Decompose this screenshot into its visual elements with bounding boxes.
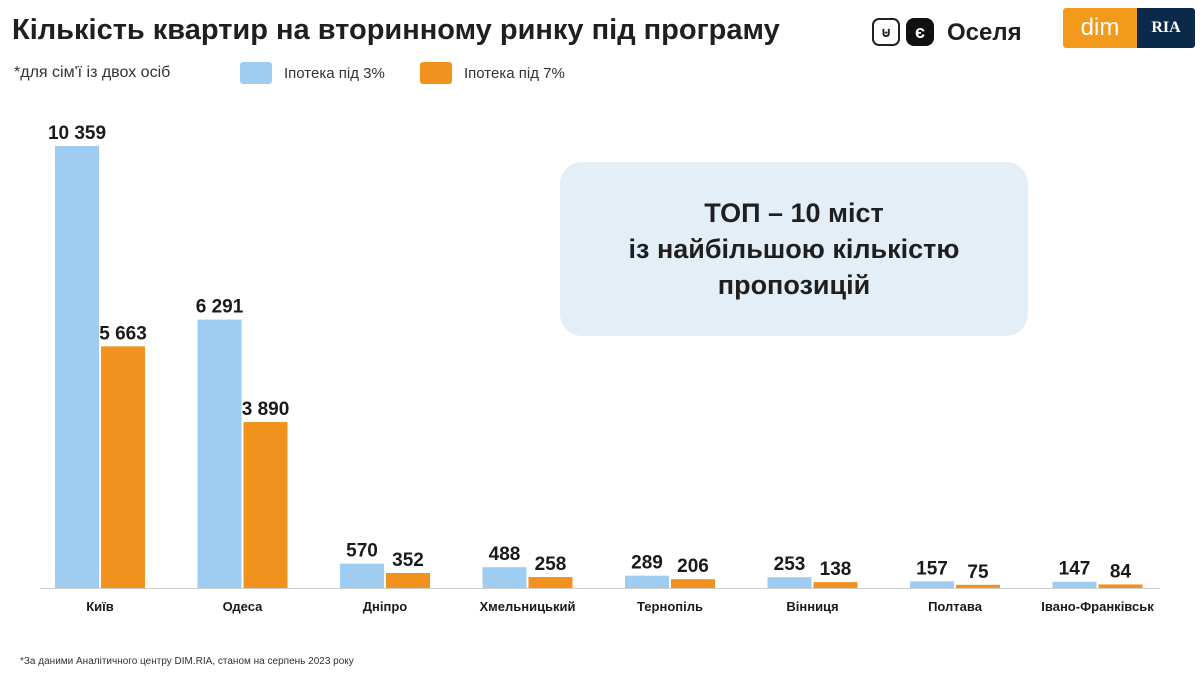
bar-7pct	[386, 572, 430, 588]
source-footnote: *За даними Аналітичного центру DIM.RIA, …	[20, 656, 354, 667]
data-label: 258	[535, 554, 567, 575]
data-label: 352	[392, 550, 424, 571]
category-label: Івано-Франківськ	[1041, 599, 1154, 614]
callout-line-3: пропозицій	[717, 270, 871, 300]
bar-7pct	[528, 576, 573, 588]
bar-3pct	[197, 319, 242, 588]
legend-item-7: Іпотека під 7%	[420, 62, 565, 84]
legend-swatch-7	[420, 62, 452, 84]
data-label: 253	[774, 554, 806, 575]
bar-3pct	[767, 577, 812, 588]
logo-dim-part: dim	[1063, 8, 1137, 48]
bar-3pct	[482, 567, 527, 588]
subtitle-note: *для сім'ї із двох осіб	[14, 64, 171, 81]
bar-3pct	[910, 581, 954, 588]
program-name: Оселя	[947, 19, 1022, 46]
bar-7pct	[243, 422, 288, 588]
category-label: Хмельницький	[479, 599, 575, 614]
category-label: Київ	[86, 599, 114, 614]
legend-swatch-3	[240, 62, 272, 84]
category-label: Полтава	[928, 599, 983, 614]
callout-line-1: ТОП – 10 міст	[704, 198, 884, 228]
data-label: 75	[967, 562, 989, 583]
bar-3pct	[340, 563, 384, 588]
data-label: 157	[916, 558, 948, 579]
data-label: 206	[677, 556, 709, 577]
dim-ria-logo: dim RIA	[1063, 8, 1195, 48]
data-label: 6 291	[196, 297, 244, 318]
category-label: Вінниця	[786, 599, 838, 614]
category-label: Тернопіль	[637, 599, 703, 614]
callout-line-2: із найбільшою кількістю	[628, 234, 960, 264]
chart-title: Кількість квартир на вторинному ринку пі…	[12, 14, 780, 46]
bar-3pct	[1052, 581, 1097, 588]
data-label: 289	[631, 553, 663, 574]
diia-e-icon: є	[906, 18, 934, 46]
logo-ria-part: RIA	[1137, 8, 1195, 48]
bar-7pct	[101, 346, 145, 588]
bar-7pct	[956, 584, 1000, 588]
program-badges: ⊎ є	[872, 18, 934, 46]
legend-label-3: Іпотека під 3%	[284, 64, 385, 82]
data-label: 10 359	[48, 123, 106, 144]
data-label: 138	[820, 559, 852, 580]
legend-label-7: Іпотека під 7%	[464, 64, 565, 82]
bar-3pct	[55, 146, 99, 588]
data-label: 84	[1110, 561, 1132, 582]
data-label: 147	[1059, 559, 1091, 580]
bar-7pct	[671, 579, 715, 588]
category-label: Дніпро	[363, 599, 408, 614]
data-label: 488	[489, 544, 521, 565]
data-label: 5 663	[99, 323, 147, 344]
bar-7pct	[813, 582, 858, 588]
trident-icon: ⊎	[872, 18, 900, 46]
data-label: 3 890	[242, 399, 290, 420]
data-label: 570	[346, 541, 378, 562]
legend-item-3: Іпотека під 3%	[240, 62, 385, 84]
top10-callout: ТОП – 10 міст із найбільшою кількістю пр…	[560, 162, 1028, 336]
bar-7pct	[1098, 584, 1143, 588]
bar-3pct	[625, 575, 669, 588]
category-label: Одеса	[223, 599, 263, 614]
